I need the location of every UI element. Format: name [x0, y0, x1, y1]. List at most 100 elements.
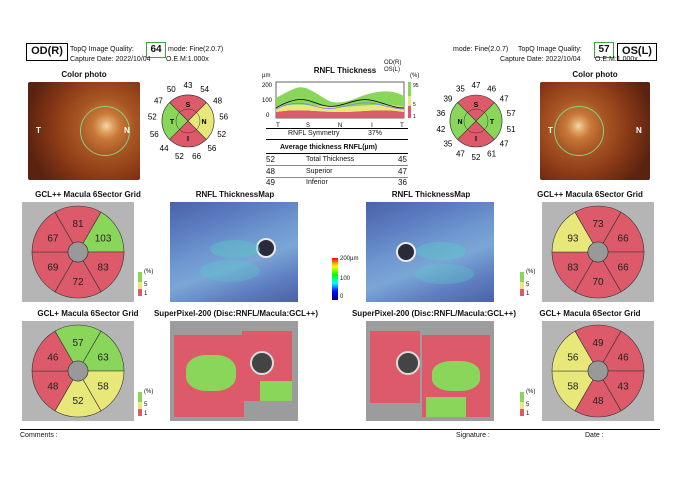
- rnfl-ytick-200: 200: [262, 83, 273, 89]
- os-gclpp-value-2: 66: [618, 263, 630, 274]
- rnfl-chart-title: RNFL Thickness: [313, 66, 377, 75]
- os-quality-value: 57: [594, 42, 614, 58]
- os-capture-date: Capture Date: 2022/10/04: [500, 56, 581, 63]
- os-gclp-value-5: 56: [567, 353, 579, 364]
- avg-row-sup-label: Superior: [306, 168, 333, 175]
- rnfl-pct-1: 1: [413, 114, 416, 120]
- rnfl-ytick-0: 0: [266, 113, 270, 119]
- rnfl-xtick-3: I: [371, 123, 373, 129]
- os-gclp-grid: 49 46 43 48 58 56: [551, 324, 645, 418]
- od-clock-numbers-7: 52: [175, 152, 184, 161]
- legend-os: OS(L): [384, 67, 401, 73]
- avg-row-sup-os: 47: [398, 167, 407, 176]
- rnfl-xtick-0: T: [276, 123, 280, 129]
- od-gclp-value-4: 48: [47, 382, 59, 393]
- od-gclp-value-2: 58: [98, 382, 110, 393]
- os-clock-numbers-10: 42: [436, 125, 445, 134]
- colorbar-bottom: 0: [340, 294, 344, 300]
- od-color-photo-title: Color photo: [61, 70, 107, 79]
- od-color-photo: T N: [28, 82, 140, 180]
- line-os: [275, 102, 405, 110]
- od-eye-label: OD(R): [26, 43, 68, 61]
- od-pct-label-2: (%): [144, 389, 154, 395]
- od-quad-t: T: [170, 119, 175, 126]
- os-pct-label-2: (%): [526, 389, 536, 395]
- os-clock-numbers-12: 39: [443, 95, 452, 104]
- od-clock-numbers-6: 66: [192, 152, 201, 161]
- comments-label: Comments :: [20, 432, 58, 439]
- od-gclp-value-3: 52: [72, 396, 84, 407]
- band-red: [276, 110, 404, 118]
- avg-row-total-label: Total Thickness: [306, 156, 355, 163]
- od-rnfl-map-title: RNFL ThicknessMap: [195, 190, 275, 199]
- rnfl-thickness-chart: 200 100 0 T S N I T 95 5 1: [262, 81, 419, 129]
- od-clock-numbers-3: 56: [219, 113, 228, 122]
- od-pct-5-2: 5: [144, 402, 148, 408]
- od-gclpp-sectors: [31, 205, 125, 299]
- od-gclpp-value-0: 81: [72, 219, 84, 230]
- od-photo-t: T: [36, 126, 41, 135]
- rnfl-symmetry-value: 37%: [368, 130, 383, 137]
- band-green: [276, 87, 404, 107]
- os-clock-numbers-6: 61: [487, 149, 496, 158]
- od-gclpp-labels: 81 103 83 72 69 67: [47, 219, 112, 288]
- od-clock-numbers-10: 52: [148, 113, 157, 122]
- os-gclpp-title: GCL++ Macula 6Sector Grid: [537, 190, 643, 199]
- rnfl-chart-unit: µm: [262, 73, 271, 79]
- os-superpixel-map: [366, 321, 494, 421]
- os-clock-numbers-5: 47: [500, 139, 509, 148]
- od-quad-i: I: [187, 136, 189, 143]
- os-gclp-labels: 49 46 43 48 58 56: [567, 338, 629, 407]
- rnfl-xtick-1: S: [306, 123, 310, 129]
- od-oem: O.E.M:1.000x: [166, 56, 209, 63]
- od-clock-numbers-5: 56: [207, 144, 216, 153]
- od-gclpp-title: GCL++ Macula 6Sector Grid: [35, 190, 141, 199]
- od-gclpp-value-3: 72: [72, 277, 84, 288]
- os-gclp-sectors: [551, 324, 645, 418]
- signature-label: Signature :: [456, 432, 490, 439]
- avg-table-title: Average thickness RNFL(µm): [280, 144, 378, 151]
- os-gclp-title: GCL+ Macula 6Sector Grid: [539, 309, 641, 318]
- rnfl-percent-label: (%): [410, 73, 420, 79]
- od-superpixel-map: [170, 321, 298, 421]
- os-gclpp-value-5: 93: [567, 234, 579, 245]
- od-gclp-title: GCL+ Macula 6Sector Grid: [37, 309, 139, 318]
- od-gclpp-value-2: 83: [98, 263, 110, 274]
- od-clock-numbers-9: 56: [150, 130, 159, 139]
- os-quad-t: T: [490, 119, 495, 126]
- os-gclpp-grid: 73 66 66 70 83 93: [551, 205, 645, 299]
- os-color-photo: T N: [540, 82, 650, 180]
- avg-row-inf-label: Inferior: [306, 179, 328, 186]
- os-gclpp-value-0: 73: [592, 219, 604, 230]
- rnfl-pct-95: 95: [413, 83, 419, 89]
- os-quad-n: N: [457, 119, 462, 126]
- od-disc-circle: [80, 106, 130, 156]
- os-clock-numbers-13: 35: [456, 85, 465, 94]
- os-quad-i: I: [475, 136, 477, 143]
- avg-row-total-od: 52: [266, 155, 275, 164]
- os-photo-t: T: [548, 126, 553, 135]
- od-gclp-value-1: 63: [98, 353, 110, 364]
- os-gclp-value-4: 58: [567, 382, 579, 393]
- rnfl-symmetry-label: RNFL Symmetry: [288, 130, 340, 137]
- os-clock-numbers-8: 47: [456, 149, 465, 158]
- od-clock-numbers-4: 52: [217, 130, 226, 139]
- os-pct-1-2: 1: [526, 411, 530, 417]
- os-rnfl-thickness-map: [366, 202, 494, 302]
- os-gclpp-labels: 73 66 66 70 83 93: [567, 219, 629, 288]
- os-gclp-value-3: 48: [592, 396, 604, 407]
- os-clock-numbers-4: 51: [507, 125, 516, 134]
- os-photo-n: N: [636, 126, 642, 135]
- od-gclpp-value-1: 103: [95, 234, 112, 245]
- od-gclpp-grid: 81 103 83 72 69 67: [31, 205, 125, 299]
- os-disc-circle: [554, 106, 604, 156]
- avg-row-total-os: 45: [398, 155, 407, 164]
- os-pct-5-1: 5: [526, 282, 530, 288]
- od-pct-1-2: 1: [144, 411, 148, 417]
- od-gclp-value-0: 57: [72, 338, 84, 349]
- os-gclpp-value-1: 66: [618, 234, 630, 245]
- od-quality-label: TopQ Image Quality:: [70, 46, 134, 53]
- os-clock-numbers: 47 46 47 57 51 47 61 52 47 35 42 36 39 35: [436, 81, 516, 162]
